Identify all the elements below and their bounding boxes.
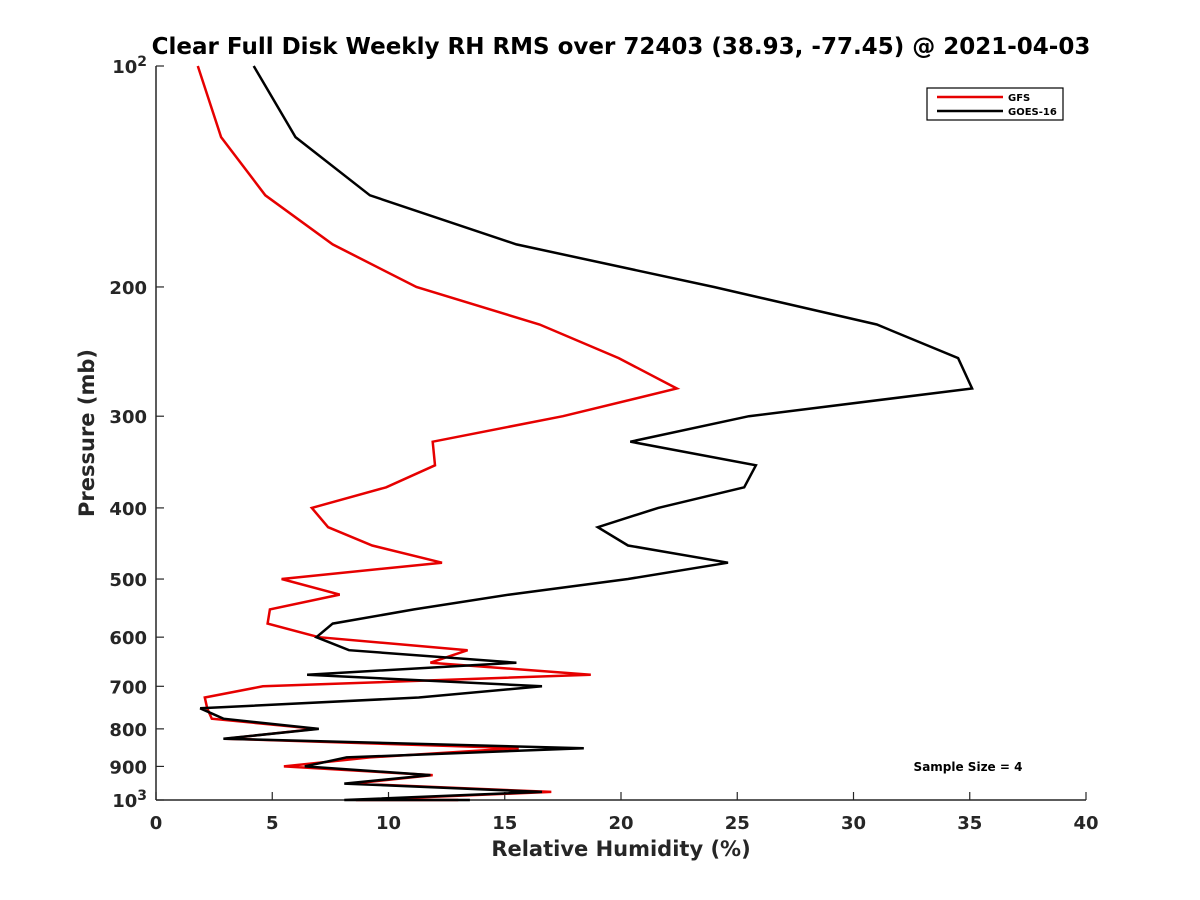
x-tick-label: 15 <box>492 813 517 834</box>
y-tick-label: 400 <box>109 499 147 520</box>
legend-box <box>926 87 1064 121</box>
chart-title: Clear Full Disk Weekly RH RMS over 72403… <box>152 34 1091 60</box>
y-tick-label-exponent: 3 <box>137 788 147 804</box>
sample-size-annotation: Sample Size = 4 <box>914 760 1023 774</box>
x-axis-ticks: 0 5 10 15 20 25 30 35 40 <box>150 792 1099 834</box>
series-layer <box>196 65 974 802</box>
y-tick-label: 800 <box>109 720 147 741</box>
x-tick-label: 20 <box>608 813 633 834</box>
y-axis-label: Pressure (mb) <box>75 349 99 517</box>
x-tick-label: 0 <box>150 813 163 834</box>
legend-label-goes-16: GOES-16 <box>1008 107 1057 118</box>
x-axis-label: Relative Humidity (%) <box>491 837 750 861</box>
y-tick-label: 900 <box>109 757 147 778</box>
legend-label-gfs: GFS <box>1008 93 1030 104</box>
x-tick-label: 5 <box>266 813 279 834</box>
y-tick-label: 700 <box>109 677 147 698</box>
y-tick-label-base: 10 <box>112 791 137 812</box>
y-tick-label-exponent: 2 <box>137 54 147 70</box>
x-tick-label: 10 <box>376 813 401 834</box>
x-tick-label: 25 <box>725 813 750 834</box>
y-tick-label: 500 <box>109 570 147 591</box>
x-tick-label: 40 <box>1073 813 1098 834</box>
series-line-gfs <box>196 65 681 802</box>
y-tick-label: 600 <box>109 628 147 649</box>
y-tick-label: 200 <box>109 278 147 299</box>
series-line-goes-16 <box>199 65 974 802</box>
y-tick-label: 102 <box>112 54 147 78</box>
y-tick-label: 103 <box>112 788 147 812</box>
y-tick-label-base: 10 <box>112 57 137 78</box>
y-tick-label: 300 <box>109 407 147 428</box>
legend: GFS GOES-16 <box>926 87 1064 121</box>
x-tick-label: 35 <box>957 813 982 834</box>
plot-area <box>155 66 1086 801</box>
x-tick-label: 30 <box>841 813 866 834</box>
